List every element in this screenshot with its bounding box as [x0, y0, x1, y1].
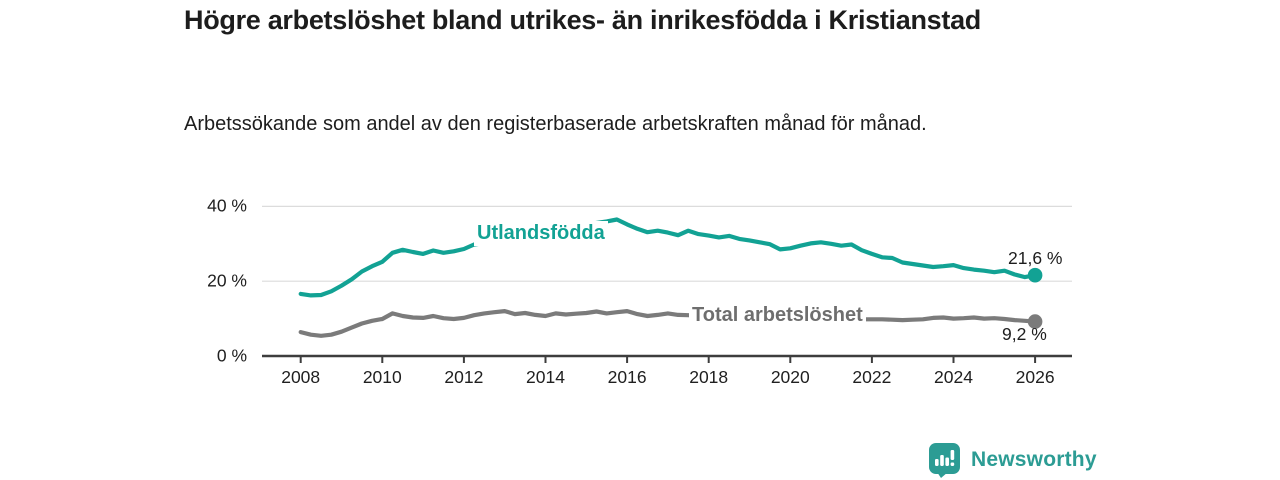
end-value-label-total-arbetsloshet: 9,2 % [1002, 324, 1047, 344]
newsworthy-logo-icon [929, 443, 960, 478]
line-utlandsfodda [298, 217, 1038, 298]
page-title: Högre arbetslöshet bland utrikes- än inr… [184, 5, 981, 35]
brand-name: Newsworthy [971, 448, 1097, 471]
end-value-label-utlandsfodda: 21,6 % [1008, 248, 1063, 268]
end-dot-utlandsfodda [1027, 267, 1043, 283]
chart-subtitle: Arbetssökande som andel av den registerb… [184, 113, 927, 135]
series-label-total-arbetsloshet: Total arbetslöshet [689, 303, 866, 328]
series-label-utlandsfodda: Utlandsfödda [474, 221, 608, 246]
end-dot-total-arbetsloshet [1027, 314, 1043, 329]
brand-footer: Newsworthy [928, 442, 1097, 478]
line-total-arbetsloshet [298, 309, 1038, 338]
